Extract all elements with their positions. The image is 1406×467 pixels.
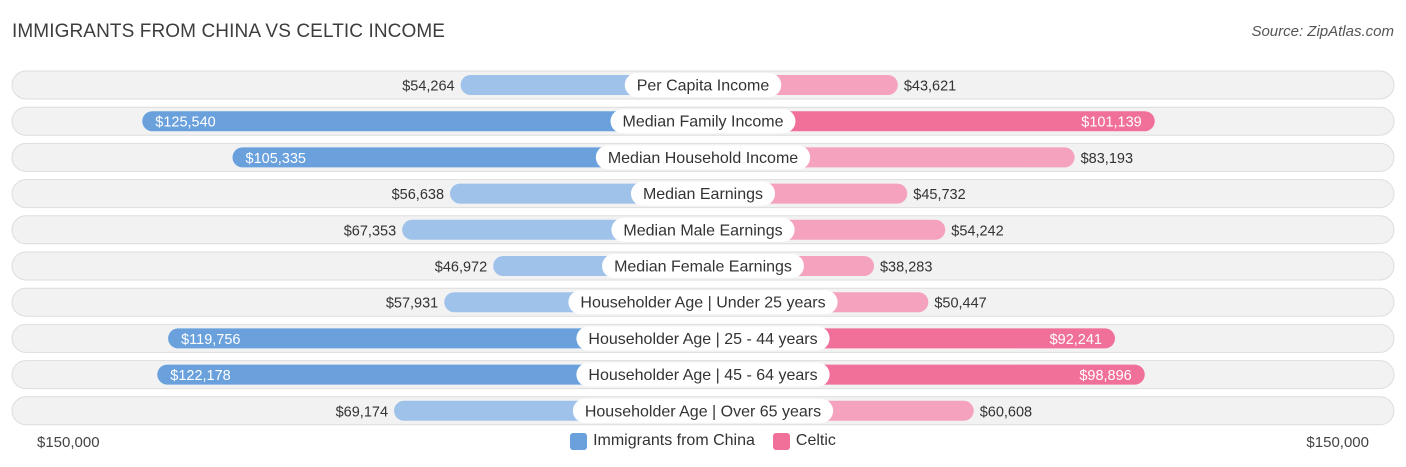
- bar-china[interactable]: [142, 111, 704, 132]
- value-label-celtic: $45,732: [913, 187, 965, 203]
- source-label: Source: ZipAtlas.com: [1251, 23, 1394, 40]
- value-label-celtic: $92,241: [1050, 332, 1102, 348]
- legend-item-celtic[interactable]: Celtic: [772, 432, 836, 450]
- value-label-celtic: $60,608: [980, 404, 1032, 420]
- legend-swatch-china: [570, 432, 588, 450]
- category-pill: [630, 181, 776, 206]
- value-label-china: $54,264: [402, 79, 454, 95]
- value-label-celtic: $98,896: [1079, 368, 1131, 384]
- value-label-china: $46,972: [435, 260, 487, 276]
- category-pill: [572, 398, 834, 423]
- bar-china[interactable]: [157, 364, 703, 385]
- legend-item-china[interactable]: Immigrants from China: [570, 432, 755, 450]
- category-label: Per Capita Income: [637, 78, 770, 95]
- legend-swatch-celtic: [772, 432, 790, 450]
- category-label: Median Family Income: [623, 114, 784, 131]
- value-label-celtic: $50,447: [934, 296, 986, 312]
- value-label-china: $119,756: [181, 332, 240, 348]
- bar-china[interactable]: [168, 328, 704, 349]
- bar-china[interactable]: [232, 147, 703, 168]
- category-label: Householder Age | Under 25 years: [580, 295, 825, 312]
- category-pill: [610, 109, 796, 134]
- value-label-celtic: $101,139: [1081, 115, 1141, 131]
- category-pill: [595, 145, 811, 170]
- category-label: Median Earnings: [643, 186, 763, 203]
- value-label-celtic: $38,283: [880, 260, 932, 276]
- category-pill: [624, 73, 782, 97]
- legend-label-celtic: Celtic: [795, 432, 836, 449]
- category-label: Median Female Earnings: [614, 259, 792, 276]
- category-label: Median Household Income: [608, 150, 798, 167]
- value-label-china: $57,931: [386, 296, 438, 312]
- category-label: Householder Age | Over 65 years: [585, 403, 821, 420]
- axis-right-label: $150,000: [1306, 434, 1369, 451]
- category-pill: [568, 290, 838, 315]
- bar-celtic[interactable]: [703, 111, 1155, 132]
- chart-title: IMMIGRANTS FROM CHINA VS CELTIC INCOME: [12, 21, 446, 42]
- category-pill: [576, 326, 830, 351]
- category-pill: [602, 254, 804, 278]
- value-label-china: $122,178: [170, 368, 230, 384]
- value-label-china: $105,335: [246, 151, 306, 167]
- legend: Immigrants from China Celtic: [0, 432, 1406, 450]
- value-label-china: $56,638: [392, 187, 444, 203]
- value-label-celtic: $54,242: [951, 223, 1003, 239]
- legend-label-china: Immigrants from China: [593, 432, 755, 449]
- value-label-china: $125,540: [155, 115, 215, 131]
- axis-left-label: $150,000: [37, 434, 100, 451]
- chart-canvas: $54,264 $43,621 Per Capita Income $125,540 $…: [11, 70, 1395, 426]
- value-label-china: $69,174: [336, 404, 388, 420]
- value-label-celtic: $43,621: [904, 79, 956, 95]
- category-label: Median Male Earnings: [623, 222, 782, 239]
- category-label: Householder Age | 45 - 64 years: [588, 367, 817, 384]
- value-label-celtic: $83,193: [1081, 151, 1133, 167]
- category-label: Householder Age | 25 - 44 years: [588, 331, 817, 348]
- value-label-china: $67,353: [344, 223, 396, 239]
- category-pill: [611, 217, 795, 242]
- category-pill: [576, 362, 830, 387]
